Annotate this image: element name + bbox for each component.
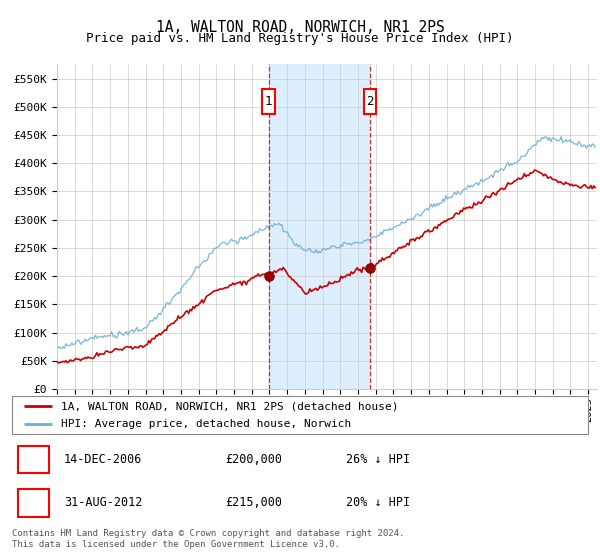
- Text: 1: 1: [30, 453, 37, 466]
- Text: 20% ↓ HPI: 20% ↓ HPI: [346, 497, 410, 510]
- Bar: [18, 446, 49, 473]
- Text: 26% ↓ HPI: 26% ↓ HPI: [346, 453, 410, 466]
- Text: 1: 1: [265, 95, 272, 108]
- Text: 1A, WALTON ROAD, NORWICH, NR1 2PS: 1A, WALTON ROAD, NORWICH, NR1 2PS: [155, 20, 445, 35]
- Text: 31-AUG-2012: 31-AUG-2012: [64, 497, 142, 510]
- Text: £200,000: £200,000: [225, 453, 282, 466]
- Text: 1A, WALTON ROAD, NORWICH, NR1 2PS (detached house): 1A, WALTON ROAD, NORWICH, NR1 2PS (detac…: [61, 401, 398, 411]
- Text: 2: 2: [30, 497, 37, 510]
- Text: £215,000: £215,000: [225, 497, 282, 510]
- Text: 14-DEC-2006: 14-DEC-2006: [64, 453, 142, 466]
- Text: 2: 2: [366, 95, 374, 108]
- Text: HPI: Average price, detached house, Norwich: HPI: Average price, detached house, Norw…: [61, 419, 351, 429]
- Bar: [364, 88, 376, 114]
- Bar: [18, 489, 49, 517]
- Bar: [262, 88, 275, 114]
- Text: Price paid vs. HM Land Registry's House Price Index (HPI): Price paid vs. HM Land Registry's House …: [86, 32, 514, 45]
- Text: Contains HM Land Registry data © Crown copyright and database right 2024.
This d: Contains HM Land Registry data © Crown c…: [12, 529, 404, 549]
- Bar: [269, 64, 370, 389]
